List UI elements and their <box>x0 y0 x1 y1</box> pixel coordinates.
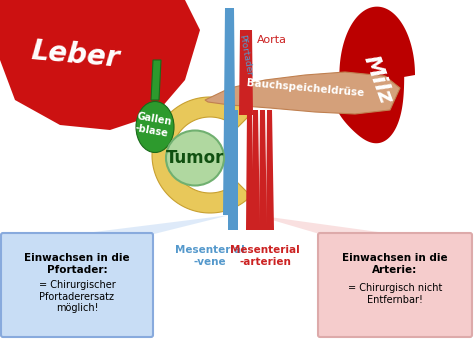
Polygon shape <box>266 110 274 230</box>
Text: Aorta: Aorta <box>257 35 287 45</box>
Polygon shape <box>70 215 230 235</box>
Polygon shape <box>328 7 415 143</box>
Polygon shape <box>259 110 267 230</box>
Text: Milz: Milz <box>360 53 396 107</box>
Polygon shape <box>0 0 200 130</box>
Text: = Chirurgischer
Pfortaderersatz
möglich!: = Chirurgischer Pfortaderersatz möglich! <box>38 280 115 313</box>
FancyBboxPatch shape <box>1 233 153 337</box>
Text: Einwachsen in die
Arterie:: Einwachsen in die Arterie: <box>342 253 448 275</box>
Polygon shape <box>239 30 253 115</box>
Polygon shape <box>152 97 251 213</box>
Polygon shape <box>255 215 400 235</box>
Polygon shape <box>246 110 254 230</box>
Text: Leber: Leber <box>29 37 120 73</box>
Text: Bauchspeicheldrüse: Bauchspeicheldrüse <box>246 78 365 98</box>
Text: Einwachsen in die
Pfortader:: Einwachsen in die Pfortader: <box>24 253 130 275</box>
Polygon shape <box>151 60 161 100</box>
Text: = Chirurgisch nicht
Entfernbar!: = Chirurgisch nicht Entfernbar! <box>348 283 442 305</box>
Text: Gallen
-blase: Gallen -blase <box>134 111 172 139</box>
Polygon shape <box>228 110 238 230</box>
Text: Mesenterial
-arterien: Mesenterial -arterien <box>230 245 300 267</box>
Ellipse shape <box>136 102 174 153</box>
Ellipse shape <box>166 131 224 186</box>
Polygon shape <box>205 72 400 114</box>
FancyBboxPatch shape <box>318 233 472 337</box>
Text: Pfortader: Pfortader <box>237 33 253 76</box>
Text: Tumor: Tumor <box>166 149 224 167</box>
Text: Mesenterial
-vene: Mesenterial -vene <box>175 245 245 267</box>
Polygon shape <box>223 8 236 215</box>
Polygon shape <box>252 110 260 230</box>
